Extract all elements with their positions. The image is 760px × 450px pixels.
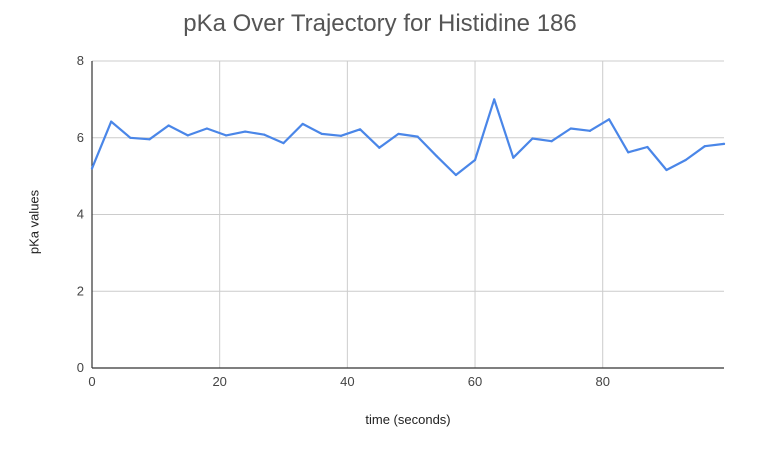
data-point (703, 145, 706, 148)
data-point (473, 158, 477, 162)
data-point (512, 156, 515, 159)
x-tick-label: 60 (468, 374, 482, 389)
gridlines (92, 60, 724, 368)
data-point (569, 127, 572, 130)
data-point (435, 155, 438, 158)
x-tick-label: 80 (595, 374, 609, 389)
x-tick-label: 0 (88, 374, 95, 389)
y-tick-label: 8 (77, 53, 84, 68)
data-point (186, 134, 189, 137)
series-line (90, 98, 726, 177)
data-point (493, 98, 496, 101)
y-tick-label: 6 (77, 130, 84, 145)
series-group (90, 98, 726, 177)
x-tick-label: 40 (340, 374, 354, 389)
data-point (550, 140, 553, 143)
data-point (263, 133, 266, 136)
data-point (301, 122, 304, 126)
data-point (531, 137, 534, 140)
x-axis-label: time (seconds) (365, 412, 451, 427)
chart-title: pKa Over Trajectory for Histidine 186 (183, 10, 577, 37)
data-point (339, 134, 343, 137)
axes (91, 61, 724, 369)
data-point (684, 158, 687, 162)
data-point (588, 129, 592, 132)
data-point (397, 132, 400, 136)
x-tick-label: 20 (212, 374, 226, 389)
data-point (416, 135, 419, 138)
data-point (627, 151, 630, 154)
data-point (90, 167, 94, 170)
data-point (148, 138, 151, 141)
data-point (282, 142, 285, 145)
data-point (110, 120, 113, 123)
data-point (224, 134, 228, 137)
data-point (665, 168, 668, 172)
y-tick-label: 0 (77, 360, 84, 375)
data-point (205, 127, 209, 130)
data-point (244, 130, 247, 133)
y-tick-label: 2 (77, 283, 84, 298)
data-point (722, 142, 726, 145)
data-point (359, 128, 362, 131)
data-point (167, 124, 170, 127)
data-point (129, 136, 132, 139)
data-point (378, 146, 381, 149)
data-point (454, 173, 457, 177)
data-point (607, 118, 611, 121)
data-point (646, 145, 649, 149)
y-tick-label: 4 (77, 207, 84, 222)
data-point (320, 132, 323, 136)
